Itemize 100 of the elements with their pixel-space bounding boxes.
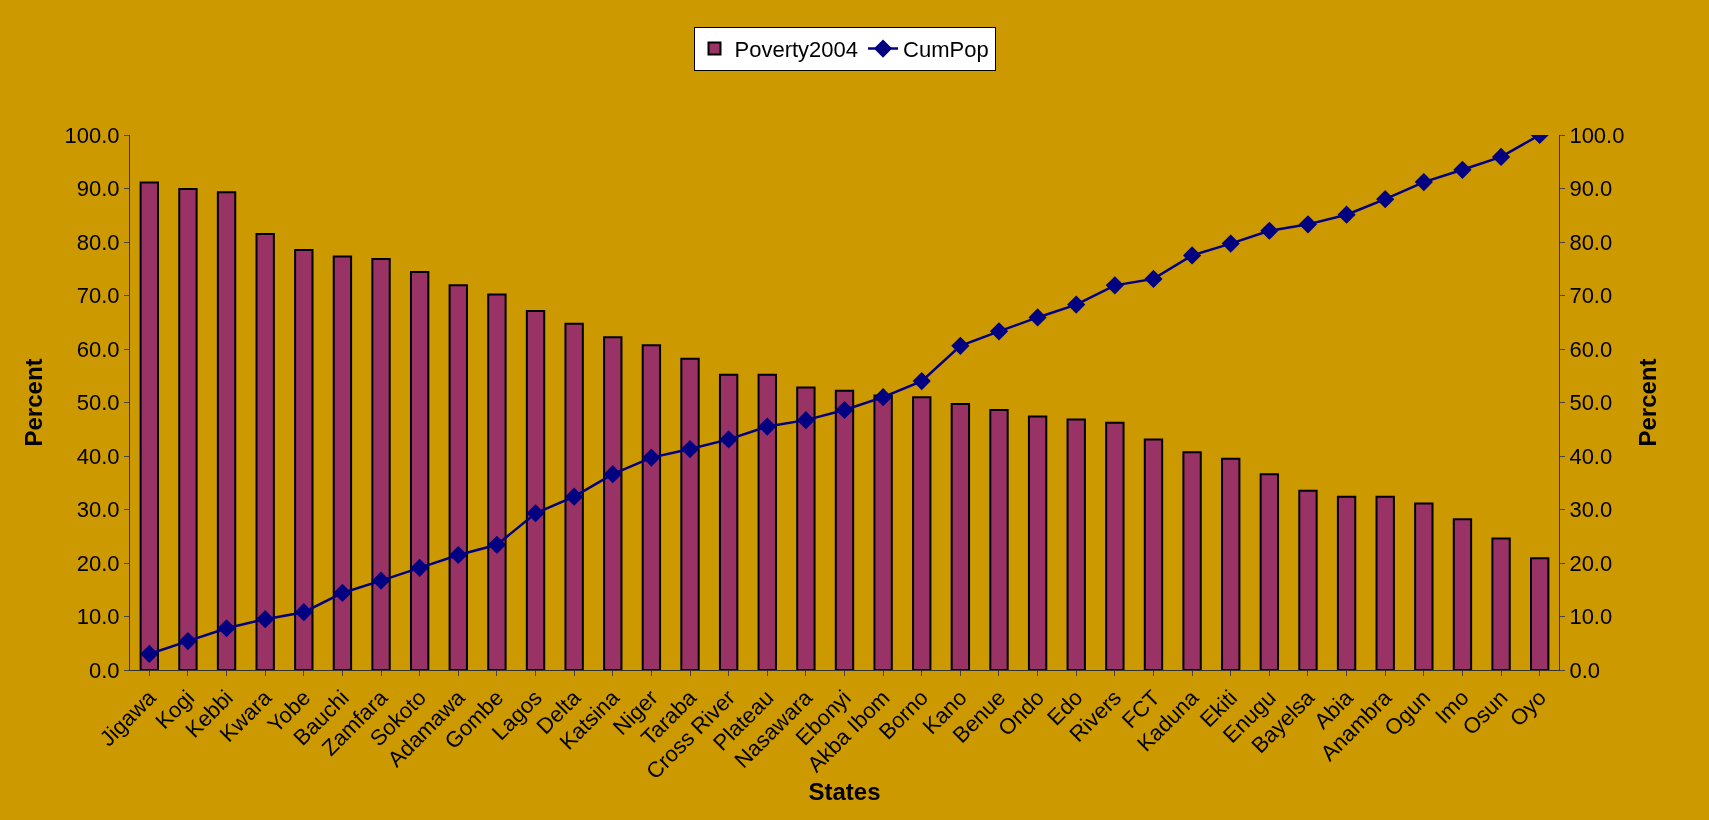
bar (525, 310, 546, 670)
bar (332, 255, 353, 670)
bar (1452, 518, 1473, 670)
y2-tick-label: 60.0 (1569, 336, 1613, 362)
point (1337, 205, 1356, 224)
bar (1336, 495, 1357, 670)
legend-label: Poverty2004 (734, 37, 859, 63)
bar (834, 389, 855, 670)
point (487, 535, 507, 554)
point (642, 448, 661, 467)
y2-tick-label: 70.0 (1569, 283, 1613, 309)
y2-tick-label: 40.0 (1569, 443, 1613, 469)
point (1376, 190, 1395, 209)
point (140, 644, 159, 664)
y2-tick-label: 10.0 (1569, 604, 1613, 630)
bar (912, 396, 932, 670)
point (333, 583, 352, 603)
point (874, 388, 893, 407)
point (256, 610, 275, 629)
point (1144, 269, 1163, 289)
point (1453, 160, 1472, 179)
bar (641, 344, 662, 670)
bar (139, 181, 159, 670)
y-tick-label: 20.0 (76, 550, 120, 576)
y-tick-label: 30.0 (76, 497, 120, 523)
bar (1259, 473, 1280, 670)
bar (718, 373, 739, 670)
bar (1491, 537, 1511, 670)
x-axis-title: States (808, 778, 881, 806)
bar (1375, 495, 1395, 670)
point (1028, 308, 1047, 327)
bar (371, 258, 391, 670)
point (1298, 215, 1318, 234)
point (951, 336, 970, 355)
point (371, 571, 391, 590)
y2-tick-label: 50.0 (1569, 390, 1613, 416)
point (526, 504, 545, 523)
point (912, 372, 931, 391)
y2-axis-title: Percent (1633, 358, 1661, 447)
bar (680, 357, 700, 670)
bar (989, 408, 1009, 670)
point (178, 632, 198, 651)
y2-tick-label: 100.0 (1569, 122, 1625, 148)
point (1105, 276, 1124, 295)
bar (796, 386, 816, 670)
point (1260, 221, 1279, 240)
point (758, 417, 777, 436)
bar (294, 249, 314, 670)
bar (603, 336, 623, 670)
bar (255, 232, 275, 670)
point (796, 411, 815, 430)
bar (178, 188, 198, 670)
bar (1298, 489, 1318, 670)
point (680, 439, 700, 459)
y2-tick-label: 80.0 (1569, 229, 1613, 255)
point (835, 400, 854, 420)
y2-tick-label: 30.0 (1569, 497, 1613, 523)
y-tick-label: 100.0 (64, 122, 120, 148)
point (294, 603, 313, 622)
point (449, 545, 468, 565)
bar (487, 293, 507, 670)
bar (757, 373, 777, 670)
bar (1182, 451, 1202, 670)
y2-tick-label: 90.0 (1569, 176, 1613, 202)
bar (448, 284, 468, 670)
bar (1530, 557, 1550, 670)
bar (1143, 438, 1164, 670)
bar (1414, 502, 1434, 670)
point (1491, 147, 1511, 167)
y-axis-title: Percent (19, 358, 47, 447)
bar (409, 270, 430, 670)
y2-tick-label: 0.0 (1569, 657, 1600, 683)
point (1182, 246, 1202, 265)
y-tick-label: 0.0 (89, 657, 120, 683)
point (565, 487, 584, 506)
bar (564, 322, 584, 670)
bar (1105, 421, 1125, 670)
point (989, 322, 1009, 341)
bar (1066, 418, 1086, 670)
legend-label: CumPop (903, 37, 989, 63)
point (217, 619, 236, 638)
y-tick-label: 50.0 (76, 390, 120, 416)
point (1221, 234, 1240, 253)
bar (873, 394, 893, 670)
y-tick-label: 80.0 (76, 229, 120, 255)
y-tick-label: 40.0 (76, 443, 120, 469)
bar (216, 191, 237, 670)
point (719, 430, 738, 449)
point (1414, 172, 1433, 192)
y-tick-label: 60.0 (76, 336, 120, 362)
point (1067, 295, 1086, 314)
y2-tick-label: 20.0 (1569, 550, 1613, 576)
bar (1027, 415, 1048, 670)
y-tick-label: 10.0 (76, 604, 120, 630)
y-tick-label: 70.0 (76, 283, 120, 309)
point (410, 558, 429, 577)
bar (1221, 457, 1241, 670)
bar (950, 403, 971, 670)
y-tick-label: 90.0 (76, 176, 120, 202)
point (603, 465, 622, 484)
